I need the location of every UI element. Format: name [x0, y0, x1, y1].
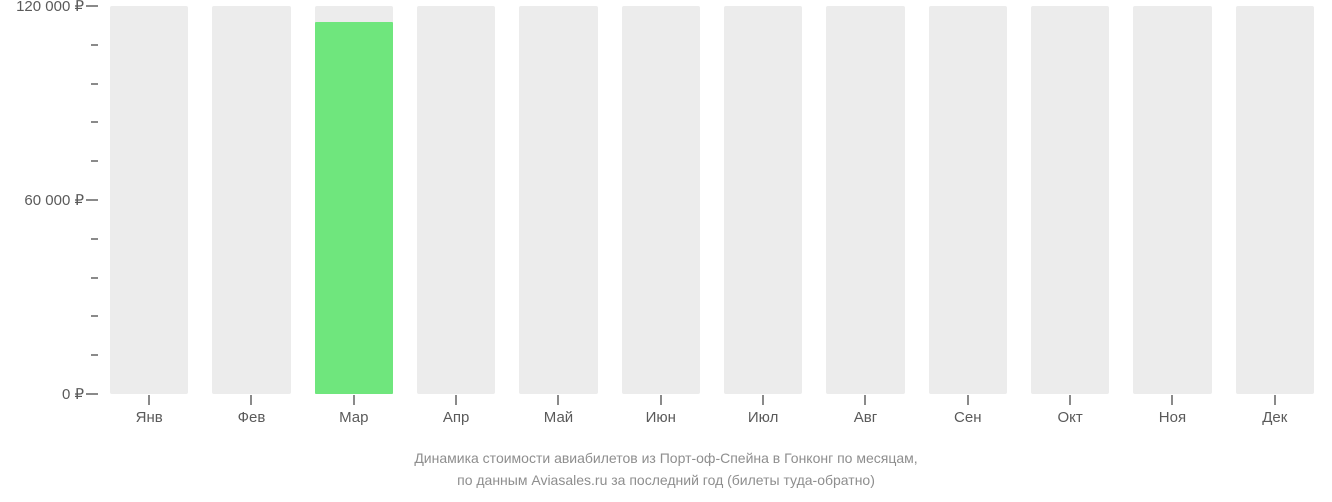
x-axis-cell: Сен	[917, 395, 1019, 435]
x-tick	[1274, 395, 1276, 405]
x-axis-label: Янв	[98, 409, 200, 426]
bar-column	[917, 6, 1019, 394]
bar-background	[110, 6, 188, 394]
x-tick	[762, 395, 764, 405]
x-axis-label: Май	[507, 409, 609, 426]
x-axis-cell: Май	[507, 395, 609, 435]
x-tick	[353, 395, 355, 405]
x-axis-cell: Ноя	[1121, 395, 1223, 435]
bar-column	[814, 6, 916, 394]
y-tick-minor	[91, 83, 98, 85]
x-axis-label: Авг	[814, 409, 916, 426]
x-axis-label: Июн	[610, 409, 712, 426]
x-tick	[250, 395, 252, 405]
x-axis-label: Ноя	[1121, 409, 1223, 426]
x-axis-cell: Янв	[98, 395, 200, 435]
bar-background	[1031, 6, 1109, 394]
y-axis-label: 60 000 ₽	[24, 191, 84, 209]
x-axis-label: Мар	[303, 409, 405, 426]
caption-line-1: Динамика стоимости авиабилетов из Порт-о…	[414, 450, 917, 466]
bar-background	[929, 6, 1007, 394]
bar-background	[212, 6, 290, 394]
bar-column	[1019, 6, 1121, 394]
bar-background	[724, 6, 802, 394]
y-axis-label: 0 ₽	[62, 385, 84, 403]
chart-caption: Динамика стоимости авиабилетов из Порт-о…	[0, 448, 1332, 491]
bar-background	[622, 6, 700, 394]
price-chart: 0 ₽ 60 000 ₽ 120 000 ₽ ЯнвФевМарАпрМайИюнИ…	[0, 0, 1332, 502]
x-tick	[967, 395, 969, 405]
x-axis-label: Дек	[1224, 409, 1326, 426]
y-tick-minor	[91, 315, 98, 317]
y-tick-minor	[91, 121, 98, 123]
x-tick	[148, 395, 150, 405]
y-tick-minor	[91, 238, 98, 240]
x-axis-cell: Дек	[1224, 395, 1326, 435]
x-axis-label: Сен	[917, 409, 1019, 426]
bar-background	[1133, 6, 1211, 394]
x-axis-cell: Фев	[200, 395, 302, 435]
x-tick	[557, 395, 559, 405]
y-axis: 0 ₽60 000 ₽120 000 ₽	[0, 0, 98, 395]
bar-column	[712, 6, 814, 394]
bar-background	[519, 6, 597, 394]
x-tick	[455, 395, 457, 405]
bar-value	[315, 22, 393, 394]
x-axis-cell: Мар	[303, 395, 405, 435]
x-axis-cell: Авг	[814, 395, 916, 435]
y-tick-minor	[91, 160, 98, 162]
bar-column	[405, 6, 507, 394]
x-axis-cell: Июл	[712, 395, 814, 435]
x-tick	[660, 395, 662, 405]
bar-column	[98, 6, 200, 394]
y-tick-major	[86, 393, 98, 395]
y-tick-major	[86, 5, 98, 7]
bar-background	[1236, 6, 1314, 394]
y-tick-minor	[91, 277, 98, 279]
y-tick-minor	[91, 354, 98, 356]
x-axis-label: Июл	[712, 409, 814, 426]
bar-background	[826, 6, 904, 394]
bar-column	[1224, 6, 1326, 394]
caption-line-2: по данным Aviasales.ru за последний год …	[457, 472, 875, 488]
y-tick-major	[86, 199, 98, 201]
bar-column	[610, 6, 712, 394]
x-axis-cell: Окт	[1019, 395, 1121, 435]
x-axis-cell: Июн	[610, 395, 712, 435]
bar-column	[507, 6, 609, 394]
y-tick-minor	[91, 44, 98, 46]
x-axis-label: Фев	[200, 409, 302, 426]
x-tick	[1069, 395, 1071, 405]
plot-area	[98, 6, 1326, 394]
bar-column	[1121, 6, 1223, 394]
x-axis-cell: Апр	[405, 395, 507, 435]
bar-column	[200, 6, 302, 394]
x-axis: ЯнвФевМарАпрМайИюнИюлАвгСенОктНояДек	[98, 395, 1326, 435]
bar-background	[417, 6, 495, 394]
x-tick	[1171, 395, 1173, 405]
x-axis-label: Апр	[405, 409, 507, 426]
y-axis-label: 120 000 ₽	[16, 0, 84, 15]
x-tick	[864, 395, 866, 405]
x-axis-label: Окт	[1019, 409, 1121, 426]
bar-column	[303, 6, 405, 394]
